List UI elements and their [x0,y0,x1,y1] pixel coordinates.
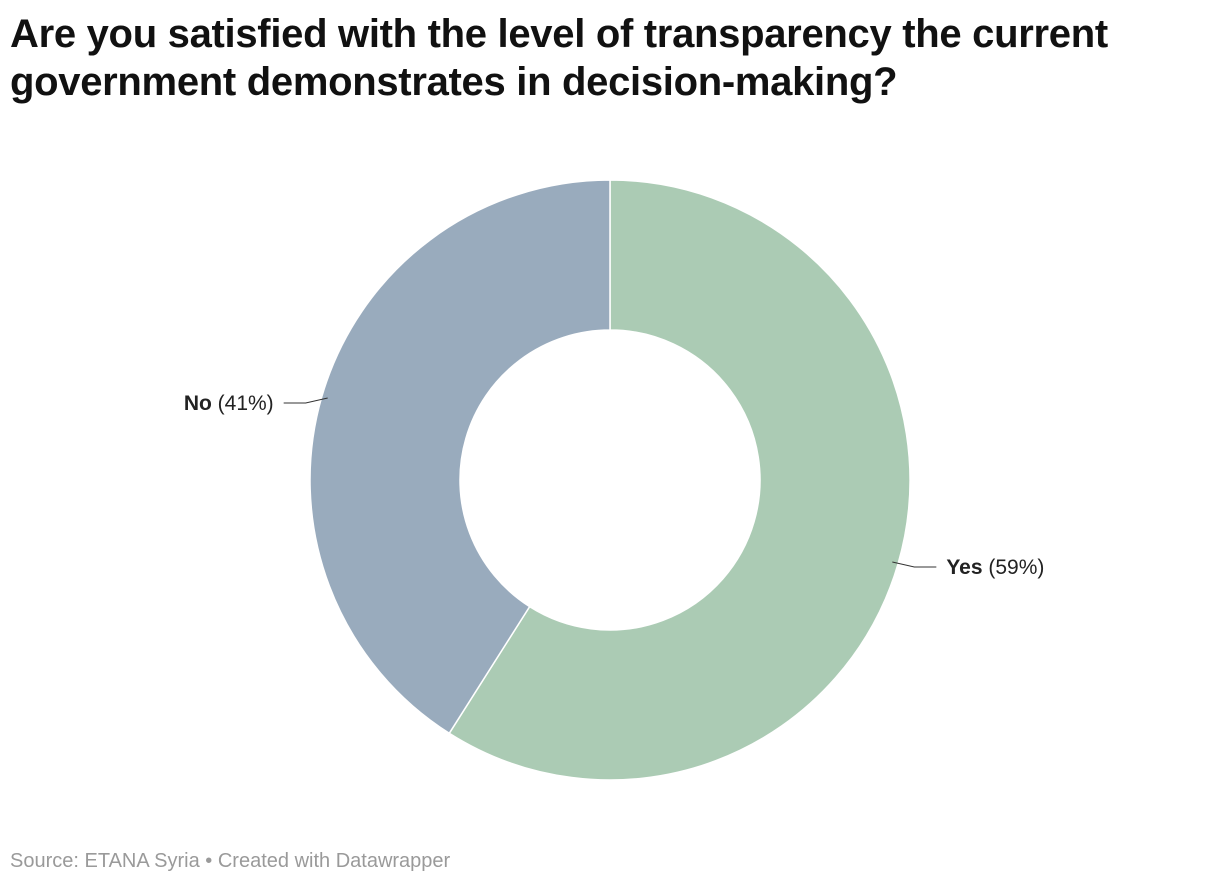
slice-value-no: (41%) [212,392,274,415]
leader-line-yes [892,561,937,568]
leader-line-no [283,397,328,404]
slice-label-no: No (41%) [184,392,274,415]
source-name: ETANA Syria [84,850,200,872]
source-label: Source: [10,850,79,872]
slice-category-no: No [184,392,212,415]
slice-category-yes: Yes [946,556,982,579]
slice-value-yes: (59%) [983,556,1045,579]
slice-no [309,179,611,735]
slice-labels: Yes (59%) No (41%) [184,392,1045,579]
slice-yes [448,179,911,781]
donut-slices [309,179,911,781]
credit-text: Created with Datawrapper [217,850,451,872]
chart-title: Are you satisfied with the level of tran… [10,12,1108,104]
slice-label-yes: Yes (59%) [946,556,1044,579]
footer: Source: ETANA Syria • Created with Dataw… [10,850,450,873]
footer-separator: • [205,850,213,872]
